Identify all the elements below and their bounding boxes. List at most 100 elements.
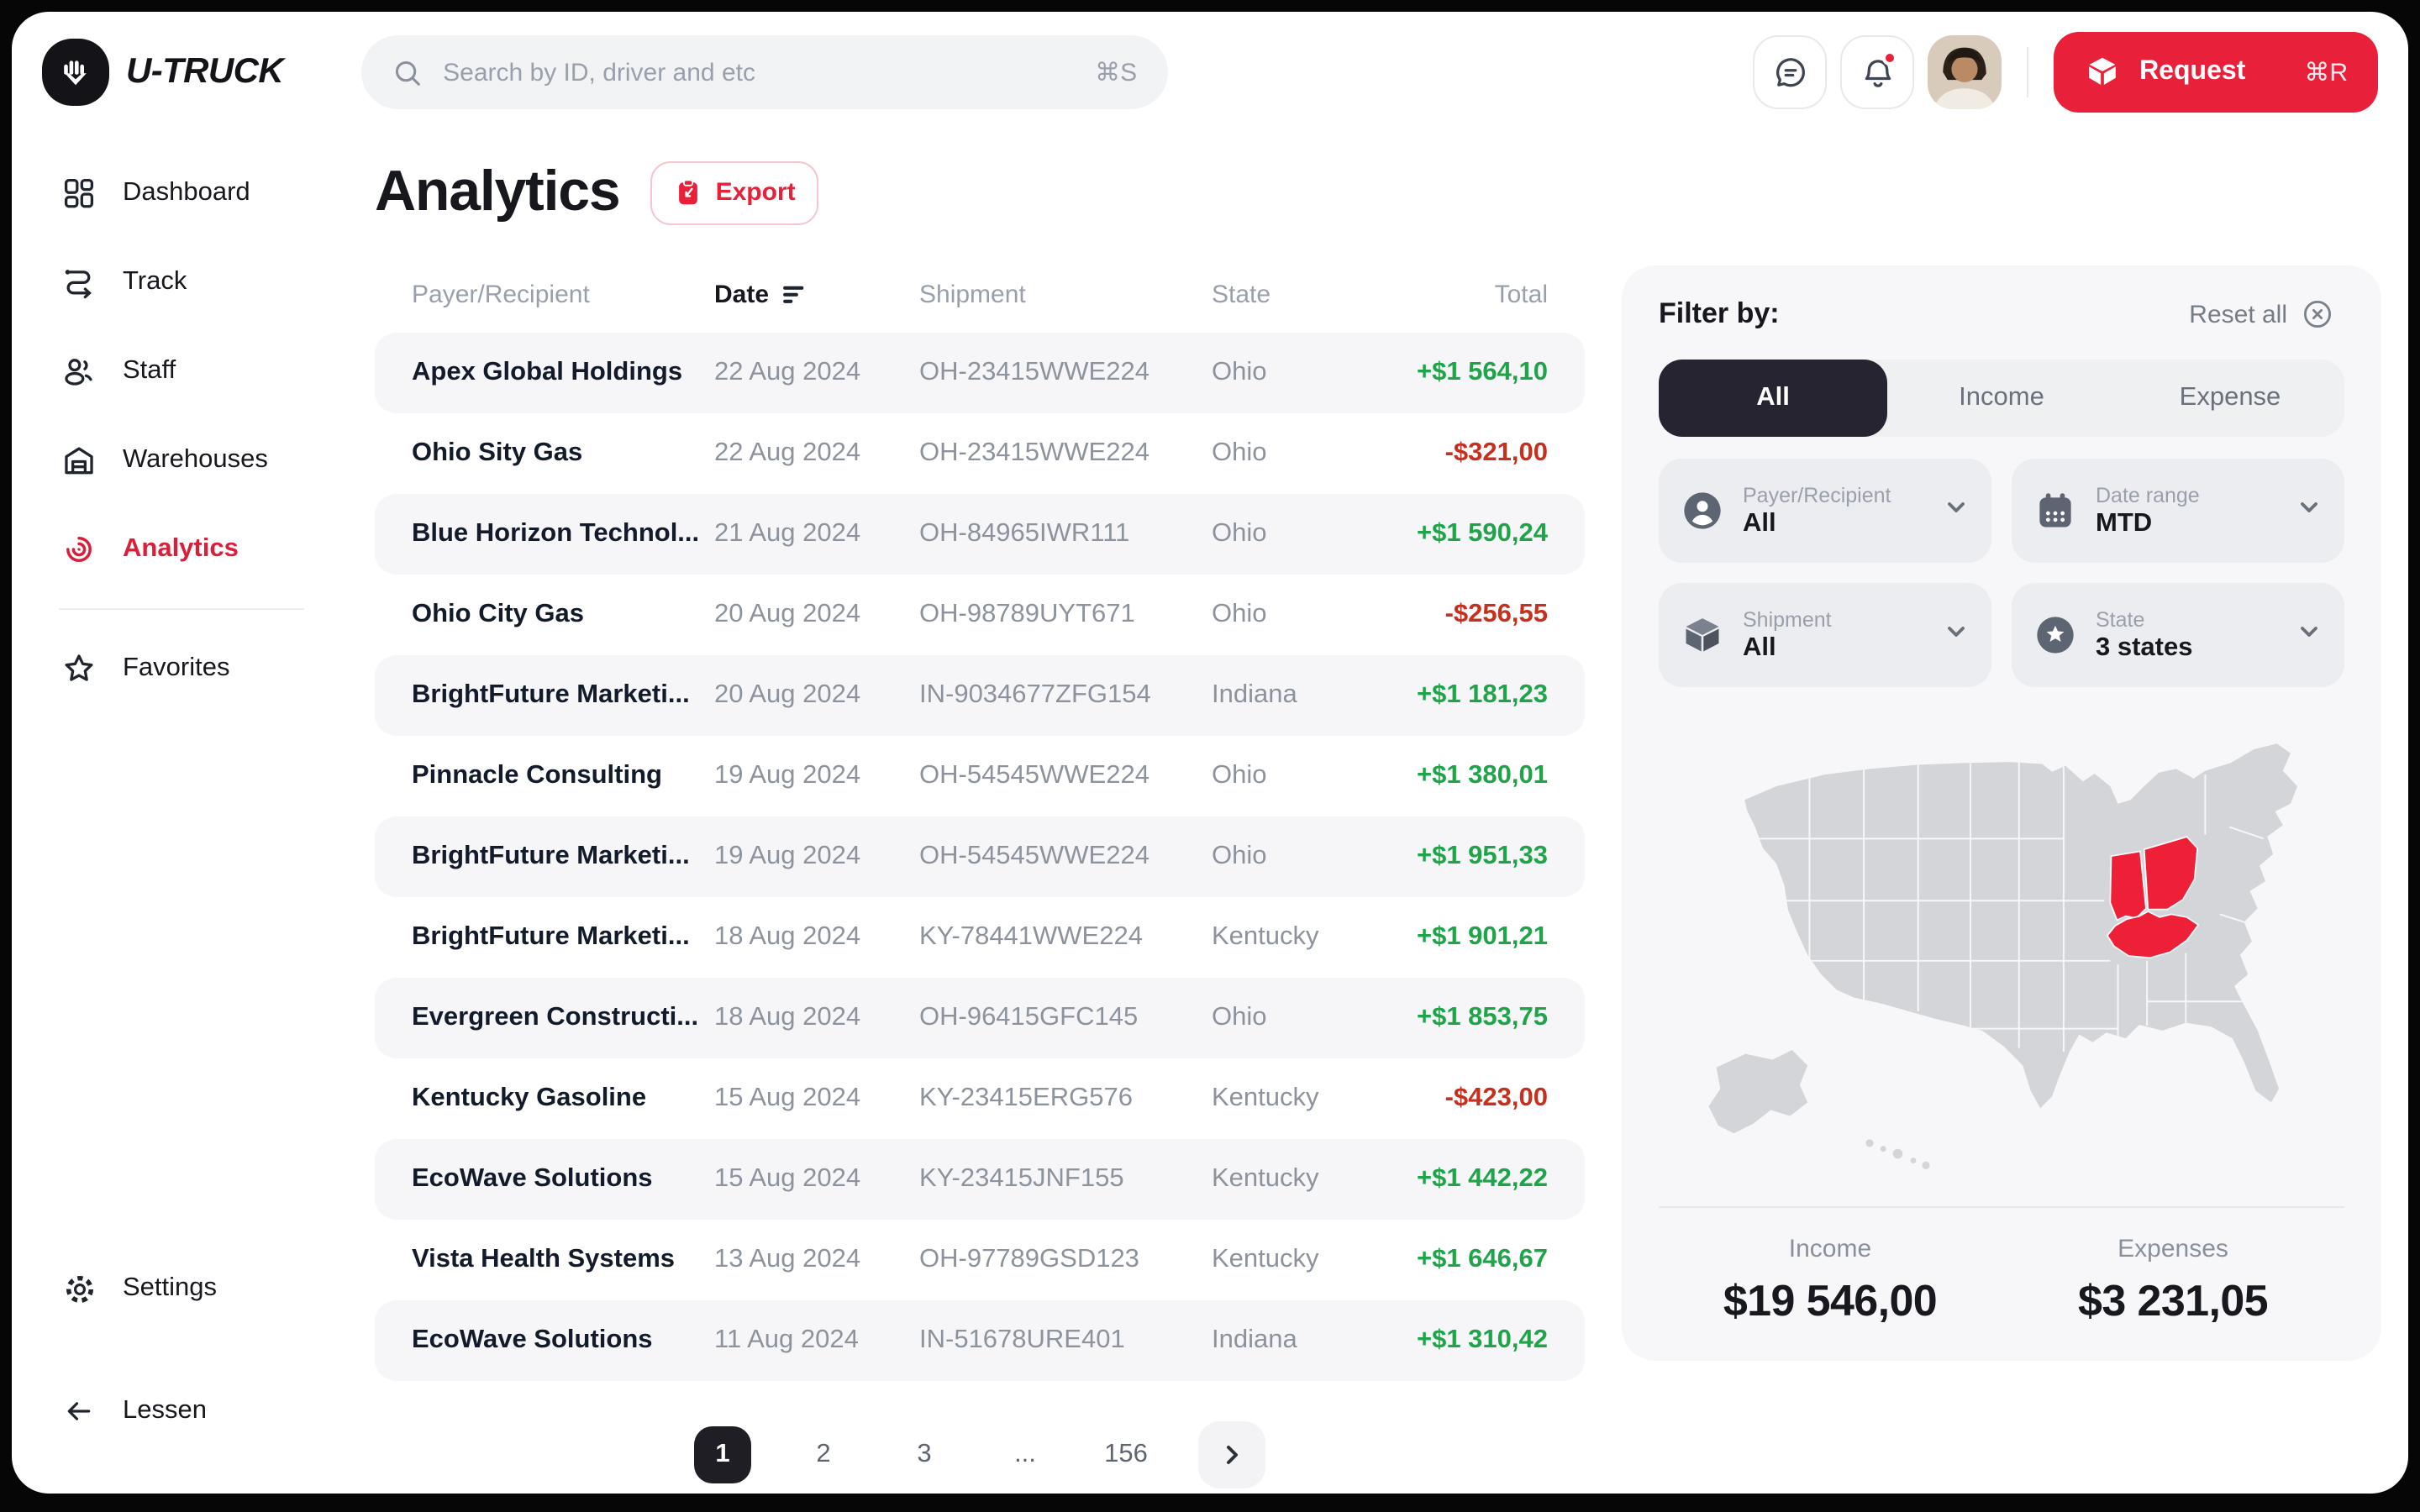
transactions-table: Payer/Recipient Date [375,265,1585,1494]
expenses-label: Expenses [2118,1234,2228,1263]
page-3[interactable]: 3 [917,1440,932,1468]
filter-tab-all[interactable]: All [1659,360,1887,437]
column-shipment[interactable]: Shipment [919,280,1026,308]
sidebar-item-dashboard[interactable]: Dashboard [59,163,334,223]
filter-dropdown-date-range[interactable]: Date range MTD [2012,459,2344,563]
table-row[interactable]: BrightFuture Marketi... 20 Aug 2024 IN-903… [375,655,1585,736]
cell-payer: Blue Horizon Technol... [412,519,700,548]
hawaii [1865,1139,1930,1169]
table-row[interactable]: Ohio Sity Gas 22 Aug 2024 OH-23415WWE224 Oh… [375,413,1585,494]
cell-state: Kentucky [1212,1164,1319,1193]
sidebar-item-settings[interactable]: Settings [59,1258,334,1319]
page-156[interactable]: 156 [1104,1440,1148,1468]
filter-tabs: All Income Expense [1659,360,2344,437]
table-row[interactable]: BrightFuture Marketi... 18 Aug 2024 KY-784… [375,897,1585,978]
us-map[interactable] [1662,711,2341,1186]
cell-shipment: IN-9034677ZFG154 [919,680,1151,709]
cell-date: 11 Aug 2024 [714,1326,859,1354]
column-state[interactable]: State [1212,280,1271,308]
cell-total: +$1 646,67 [1416,1245,1548,1273]
filter-tab-expense[interactable]: Expense [2179,383,2281,412]
cell-total: +$1 590,24 [1416,519,1548,548]
state-ohio [2143,836,2199,911]
dropdown-value: MTD [2096,508,2153,537]
cell-state: Kentucky [1212,922,1319,951]
dropdown-label: Payer/Recipient [1743,483,1891,507]
cell-date: 20 Aug 2024 [714,680,861,709]
panel-divider [1659,1205,2344,1208]
notifications-button[interactable] [1840,35,1915,109]
sidebar-item-label: Staff [123,356,176,385]
table-row[interactable]: Apex Global Holdings 22 Aug 2024 OH-23415W… [375,333,1585,413]
table-row[interactable]: BrightFuture Marketi... 19 Aug 2024 OH-545… [375,816,1585,897]
filter-tab-income[interactable]: Income [1959,383,2044,412]
cell-shipment: KY-23415ERG576 [919,1084,1133,1112]
reset-circle-x-icon [2301,297,2334,331]
cell-total: -$423,00 [1444,1084,1548,1112]
cell-date: 13 Aug 2024 [714,1245,861,1273]
sidebar-item-staff[interactable]: Staff [59,341,334,402]
reset-all-button[interactable]: Reset all [2179,296,2344,333]
request-label: Request [2139,57,2246,86]
chevron-right-icon [1218,1441,1245,1468]
sidebar-item-favorites[interactable]: Favorites [59,638,334,699]
table-row[interactable]: Vista Health Systems 13 Aug 2024 OH-97789G… [375,1220,1585,1300]
chevron-down-icon [2296,617,2323,653]
cell-date: 18 Aug 2024 [714,922,861,951]
search-shortcut: ⌘S [1095,59,1138,87]
table-row[interactable]: Evergreen Constructi... 18 Aug 2024 OH-964… [375,978,1585,1058]
dropdown-value: 3 states [2096,633,2193,661]
cell-total: -$256,55 [1444,600,1548,628]
package-icon [2084,54,2121,91]
chat-button[interactable] [1753,35,1828,109]
dropdown-label: State [2096,607,2145,631]
cell-shipment: OH-23415WWE224 [919,358,1150,386]
cell-state: Kentucky [1212,1245,1319,1273]
cell-total: -$321,00 [1444,438,1548,467]
filter-dropdown-state[interactable]: State 3 states [2012,583,2344,687]
export-button[interactable]: Export [650,160,819,224]
cell-date: 15 Aug 2024 [714,1084,861,1112]
sidebar-item-label: Favorites [123,654,230,682]
person-icon [1681,489,1724,533]
dropdown-label: Date range [2096,483,2200,507]
request-button[interactable]: Request ⌘R [2054,32,2378,113]
cell-date: 22 Aug 2024 [714,438,861,467]
next-page-button[interactable] [1198,1421,1265,1488]
sidebar-divider [59,608,304,610]
cell-shipment: OH-54545WWE224 [919,761,1150,790]
table-row[interactable]: EcoWave Solutions 15 Aug 2024 KY-23415JNF1… [375,1139,1585,1220]
table-row[interactable]: EcoWave Solutions 11 Aug 2024 IN-51678URE4… [375,1300,1585,1381]
page-2[interactable]: 2 [816,1440,831,1468]
sidebar-item-warehouses[interactable]: Warehouses [59,430,334,491]
dropdown-value: All [1743,508,1776,537]
search-input[interactable] [439,56,1079,88]
us-map-base [1744,743,2298,1109]
dashboard-icon [59,173,99,213]
table-row[interactable]: Ohio City Gas 20 Aug 2024 OH-98789UYT671 Oh… [375,575,1585,655]
sidebar-collapse[interactable]: Lessen [59,1381,334,1441]
filter-dropdown-payer-recipient[interactable]: Payer/Recipient All [1659,459,1991,563]
brand[interactable]: U-TRUCK [42,39,284,106]
sidebar-item-label: Warehouses [123,445,268,474]
table-row[interactable]: Blue Horizon Technol... 21 Aug 2024 OH-849… [375,494,1585,575]
cell-payer: Kentucky Gasoline [412,1084,647,1112]
income-label: Income [1788,1234,1872,1263]
staff-icon [59,351,99,391]
avatar[interactable] [1928,35,2002,109]
search-bar: ⌘S [360,35,1168,109]
table-row[interactable]: Pinnacle Consulting 19 Aug 2024 OH-54545WW… [375,736,1585,816]
column-total[interactable]: Total [1494,280,1548,308]
table-row[interactable]: Kentucky Gasoline 15 Aug 2024 KY-23415ERG5… [375,1058,1585,1139]
cell-shipment: OH-96415GFC145 [919,1003,1139,1032]
column-payer[interactable]: Payer/Recipient [412,280,590,308]
page-1[interactable]: 1 [694,1426,751,1483]
cell-state: Ohio [1212,600,1267,628]
cell-date: 20 Aug 2024 [714,600,861,628]
filter-dropdown-shipment[interactable]: Shipment All [1659,583,1991,687]
column-date[interactable]: Date [714,280,919,308]
sidebar-item-track[interactable]: Track [59,252,334,312]
alaska [1708,1049,1808,1134]
sidebar-item-analytics[interactable]: Analytics [59,519,334,580]
analytics-icon [59,529,99,570]
